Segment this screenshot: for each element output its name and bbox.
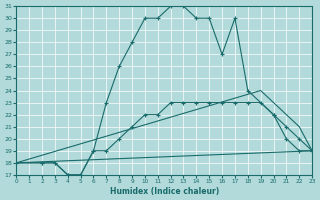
X-axis label: Humidex (Indice chaleur): Humidex (Indice chaleur): [109, 187, 219, 196]
